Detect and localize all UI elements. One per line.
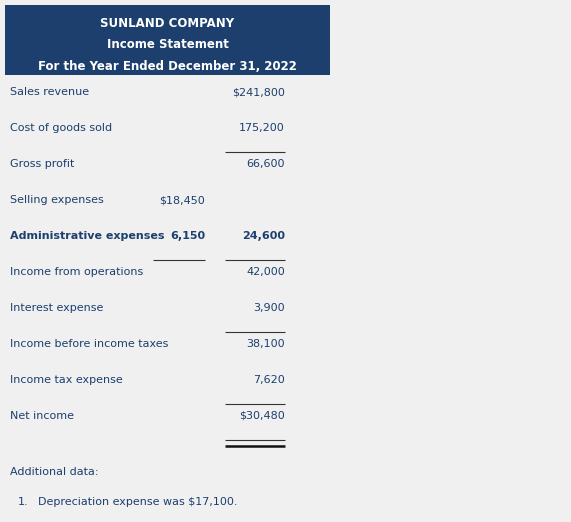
- Text: Income before income taxes: Income before income taxes: [10, 339, 168, 349]
- Text: Income Statement: Income Statement: [107, 39, 228, 52]
- Bar: [5, 5, 330, 75]
- Text: Income tax expense: Income tax expense: [10, 375, 123, 385]
- Text: 66,600: 66,600: [247, 159, 285, 169]
- Text: For the Year Ended December 31, 2022: For the Year Ended December 31, 2022: [38, 60, 297, 73]
- Text: Additional data:: Additional data:: [10, 467, 99, 477]
- Text: SUNLAND COMPANY: SUNLAND COMPANY: [100, 17, 235, 30]
- Text: $18,450: $18,450: [159, 195, 205, 205]
- Text: 42,000: 42,000: [246, 267, 285, 277]
- Text: Selling expenses: Selling expenses: [10, 195, 104, 205]
- Text: Depreciation expense was $17,100.: Depreciation expense was $17,100.: [38, 497, 238, 507]
- Text: 24,600: 24,600: [242, 231, 285, 241]
- Text: Net income: Net income: [10, 411, 74, 421]
- Text: Income from operations: Income from operations: [10, 267, 143, 277]
- Text: Gross profit: Gross profit: [10, 159, 74, 169]
- Text: 175,200: 175,200: [239, 123, 285, 133]
- Text: Interest expense: Interest expense: [10, 303, 103, 313]
- Text: Administrative expenses: Administrative expenses: [10, 231, 164, 241]
- Text: 6,150: 6,150: [170, 231, 205, 241]
- Text: $241,800: $241,800: [232, 87, 285, 97]
- Text: 7,620: 7,620: [254, 375, 285, 385]
- Text: 38,100: 38,100: [246, 339, 285, 349]
- Text: Cost of goods sold: Cost of goods sold: [10, 123, 112, 133]
- Text: 1.: 1.: [18, 497, 29, 507]
- Text: 3,900: 3,900: [254, 303, 285, 313]
- Text: $30,480: $30,480: [239, 411, 285, 421]
- Text: Sales revenue: Sales revenue: [10, 87, 89, 97]
